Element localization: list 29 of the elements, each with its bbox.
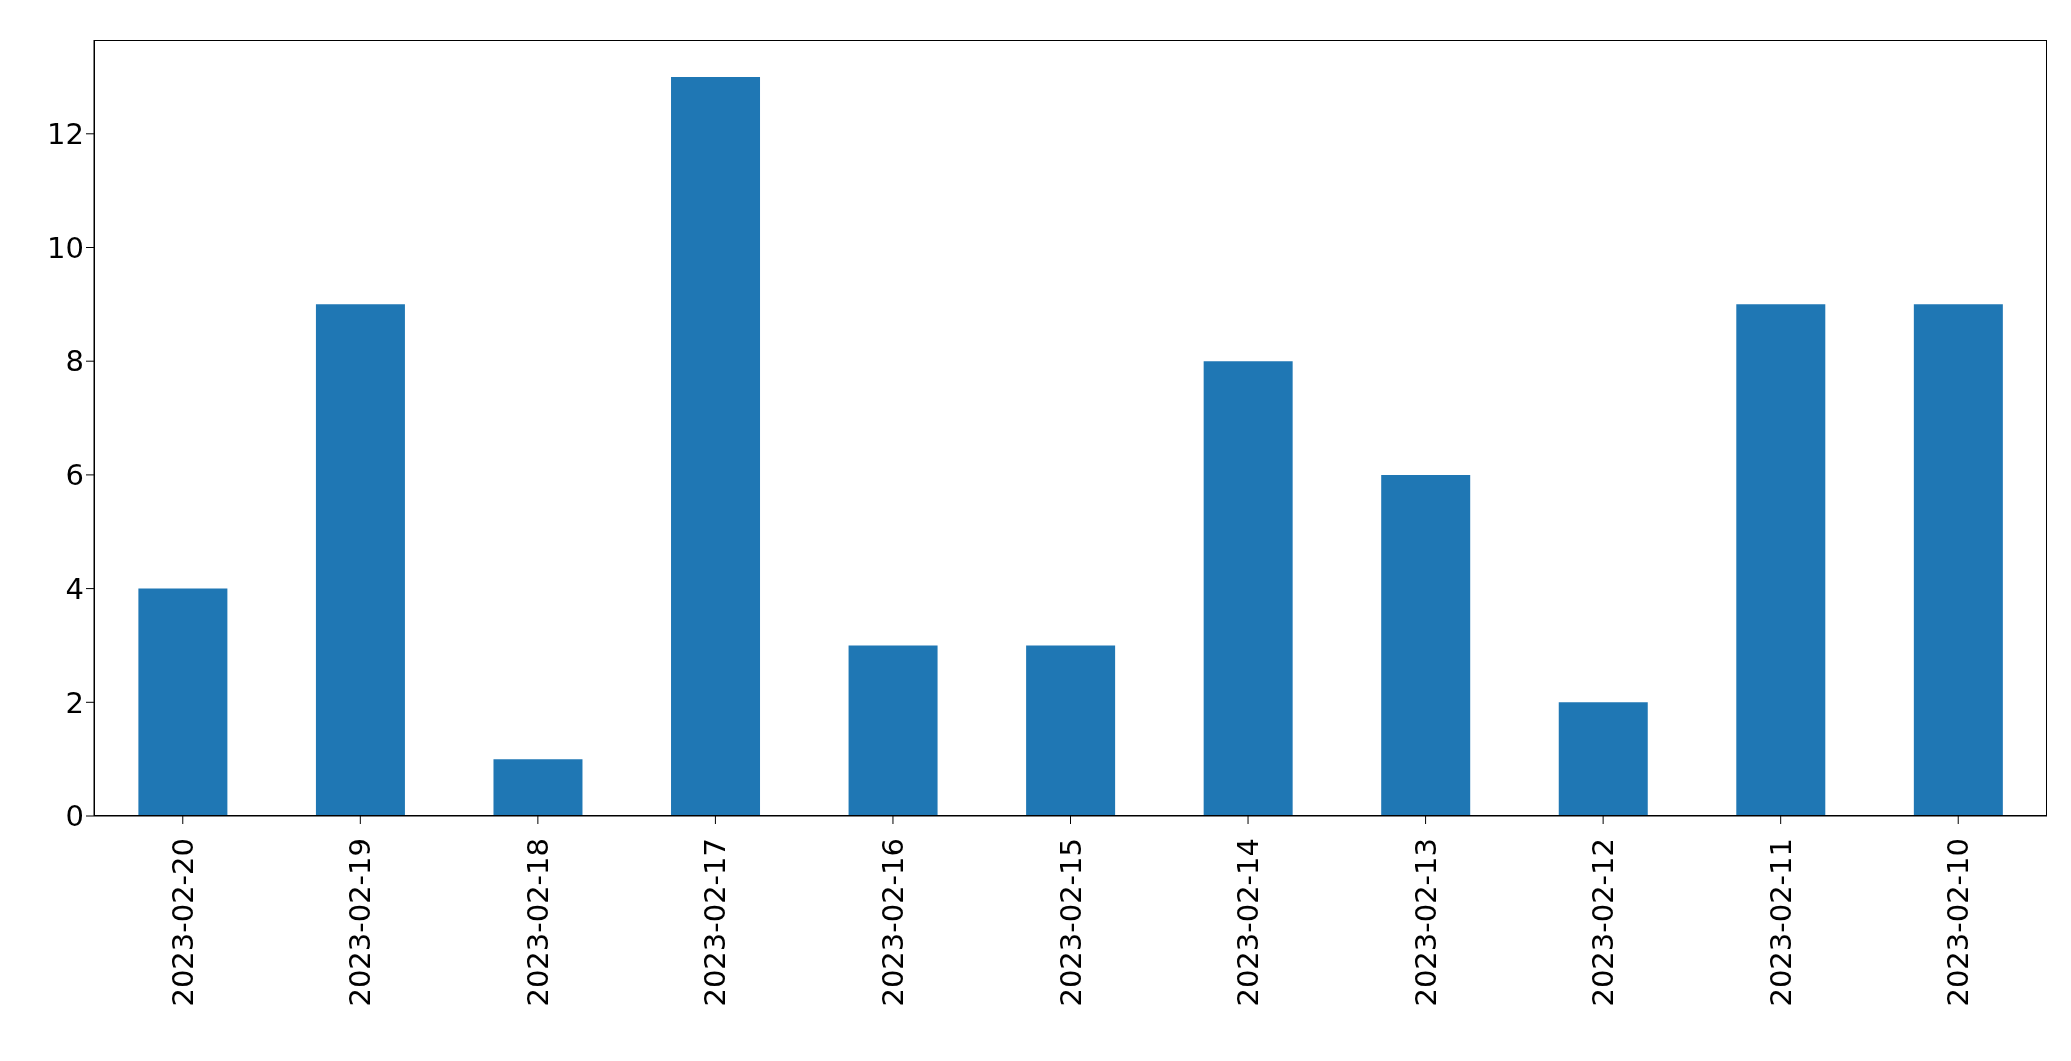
- y-tick-label: 12: [47, 117, 84, 152]
- y-tick-label: 8: [65, 344, 84, 379]
- x-tick-label: 2023-02-17: [698, 838, 733, 1007]
- bar: [493, 759, 583, 816]
- bar: [1913, 304, 2003, 816]
- x-tick-label: 2023-02-12: [1586, 838, 1621, 1007]
- bar: [671, 76, 761, 816]
- bar: [1736, 304, 1826, 816]
- x-tick-label: 2023-02-13: [1408, 838, 1443, 1007]
- bar: [848, 645, 938, 816]
- bar: [1203, 361, 1293, 816]
- y-tick-label: 4: [65, 571, 84, 606]
- x-tick-label: 2023-02-14: [1231, 838, 1266, 1007]
- y-tick-label: 10: [47, 230, 84, 265]
- x-tick-label: 2023-02-15: [1053, 838, 1088, 1007]
- y-tick-label: 6: [65, 458, 84, 493]
- bar: [1381, 474, 1471, 816]
- x-tick-label: 2023-02-20: [165, 838, 200, 1007]
- x-tick-label: 2023-02-11: [1763, 838, 1798, 1007]
- y-tick-label: 2: [65, 685, 84, 720]
- x-tick-label: 2023-02-18: [520, 838, 555, 1007]
- bar: [1558, 702, 1648, 816]
- y-tick-label: 0: [65, 799, 84, 834]
- x-tick-label: 2023-02-10: [1941, 838, 1976, 1007]
- bar: [315, 304, 405, 816]
- x-tick-label: 2023-02-16: [875, 838, 910, 1007]
- x-tick-label: 2023-02-19: [343, 838, 378, 1007]
- bar: [138, 588, 228, 816]
- bar: [1026, 645, 1116, 816]
